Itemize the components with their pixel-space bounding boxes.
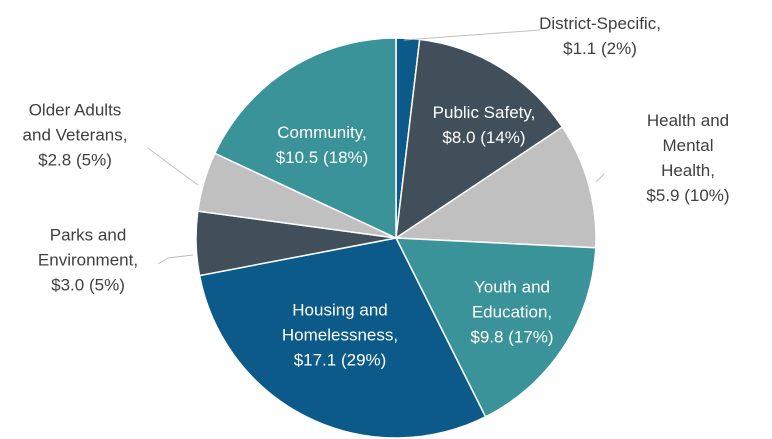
slice-label: District-Specific, $1.1 (2%) <box>539 11 661 61</box>
category-label: Older Adults and Veterans, <box>22 100 128 145</box>
pie-slice <box>198 237 487 439</box>
leader-line <box>147 147 199 186</box>
slice-label: Youth and Education, $9.8 (17%) <box>470 275 553 350</box>
slice-label: Public Safety, $8.0 (14%) <box>433 100 536 150</box>
value-label: $5.9 (10%) <box>646 186 730 205</box>
pie-slice <box>395 38 564 240</box>
slice-label: Older Adults and Veterans, $2.8 (5%) <box>23 98 128 173</box>
category-label: District-Specific, <box>539 14 661 33</box>
value-label: $10.5 (18%) <box>275 148 369 167</box>
category-label: Health and Mental Health, <box>646 111 730 180</box>
value-label: $2.8 (5%) <box>38 150 112 170</box>
leader-line <box>157 254 194 265</box>
value-label: $3.0 (5%) <box>51 275 125 295</box>
pie-slice <box>394 237 597 418</box>
category-label: Parks and Environment, <box>37 225 139 270</box>
category-label: Youth and Education, <box>471 277 553 322</box>
value-label: $8.0 (14%) <box>442 128 526 147</box>
slice-label: Health and Mental Health, $5.9 (10%) <box>646 108 730 208</box>
value-label: $1.1 (2%) <box>563 39 637 58</box>
leader-line <box>403 29 541 41</box>
value-label: $17.1 (29%) <box>293 350 387 370</box>
slice-label: Community, $10.5 (18%) <box>276 120 369 170</box>
category-label: Housing and Homelessness, <box>281 300 399 345</box>
slice-label: Housing and Homelessness, $17.1 (29%) <box>282 298 398 373</box>
value-label: $9.8 (17%) <box>470 327 554 347</box>
pie-slice <box>213 37 397 240</box>
leader-line <box>595 173 605 183</box>
slice-label: Parks and Environment, $3.0 (5%) <box>38 223 138 298</box>
category-label: Community, <box>277 123 367 142</box>
category-label: Public Safety, <box>432 103 536 122</box>
pie-slice <box>393 125 597 249</box>
